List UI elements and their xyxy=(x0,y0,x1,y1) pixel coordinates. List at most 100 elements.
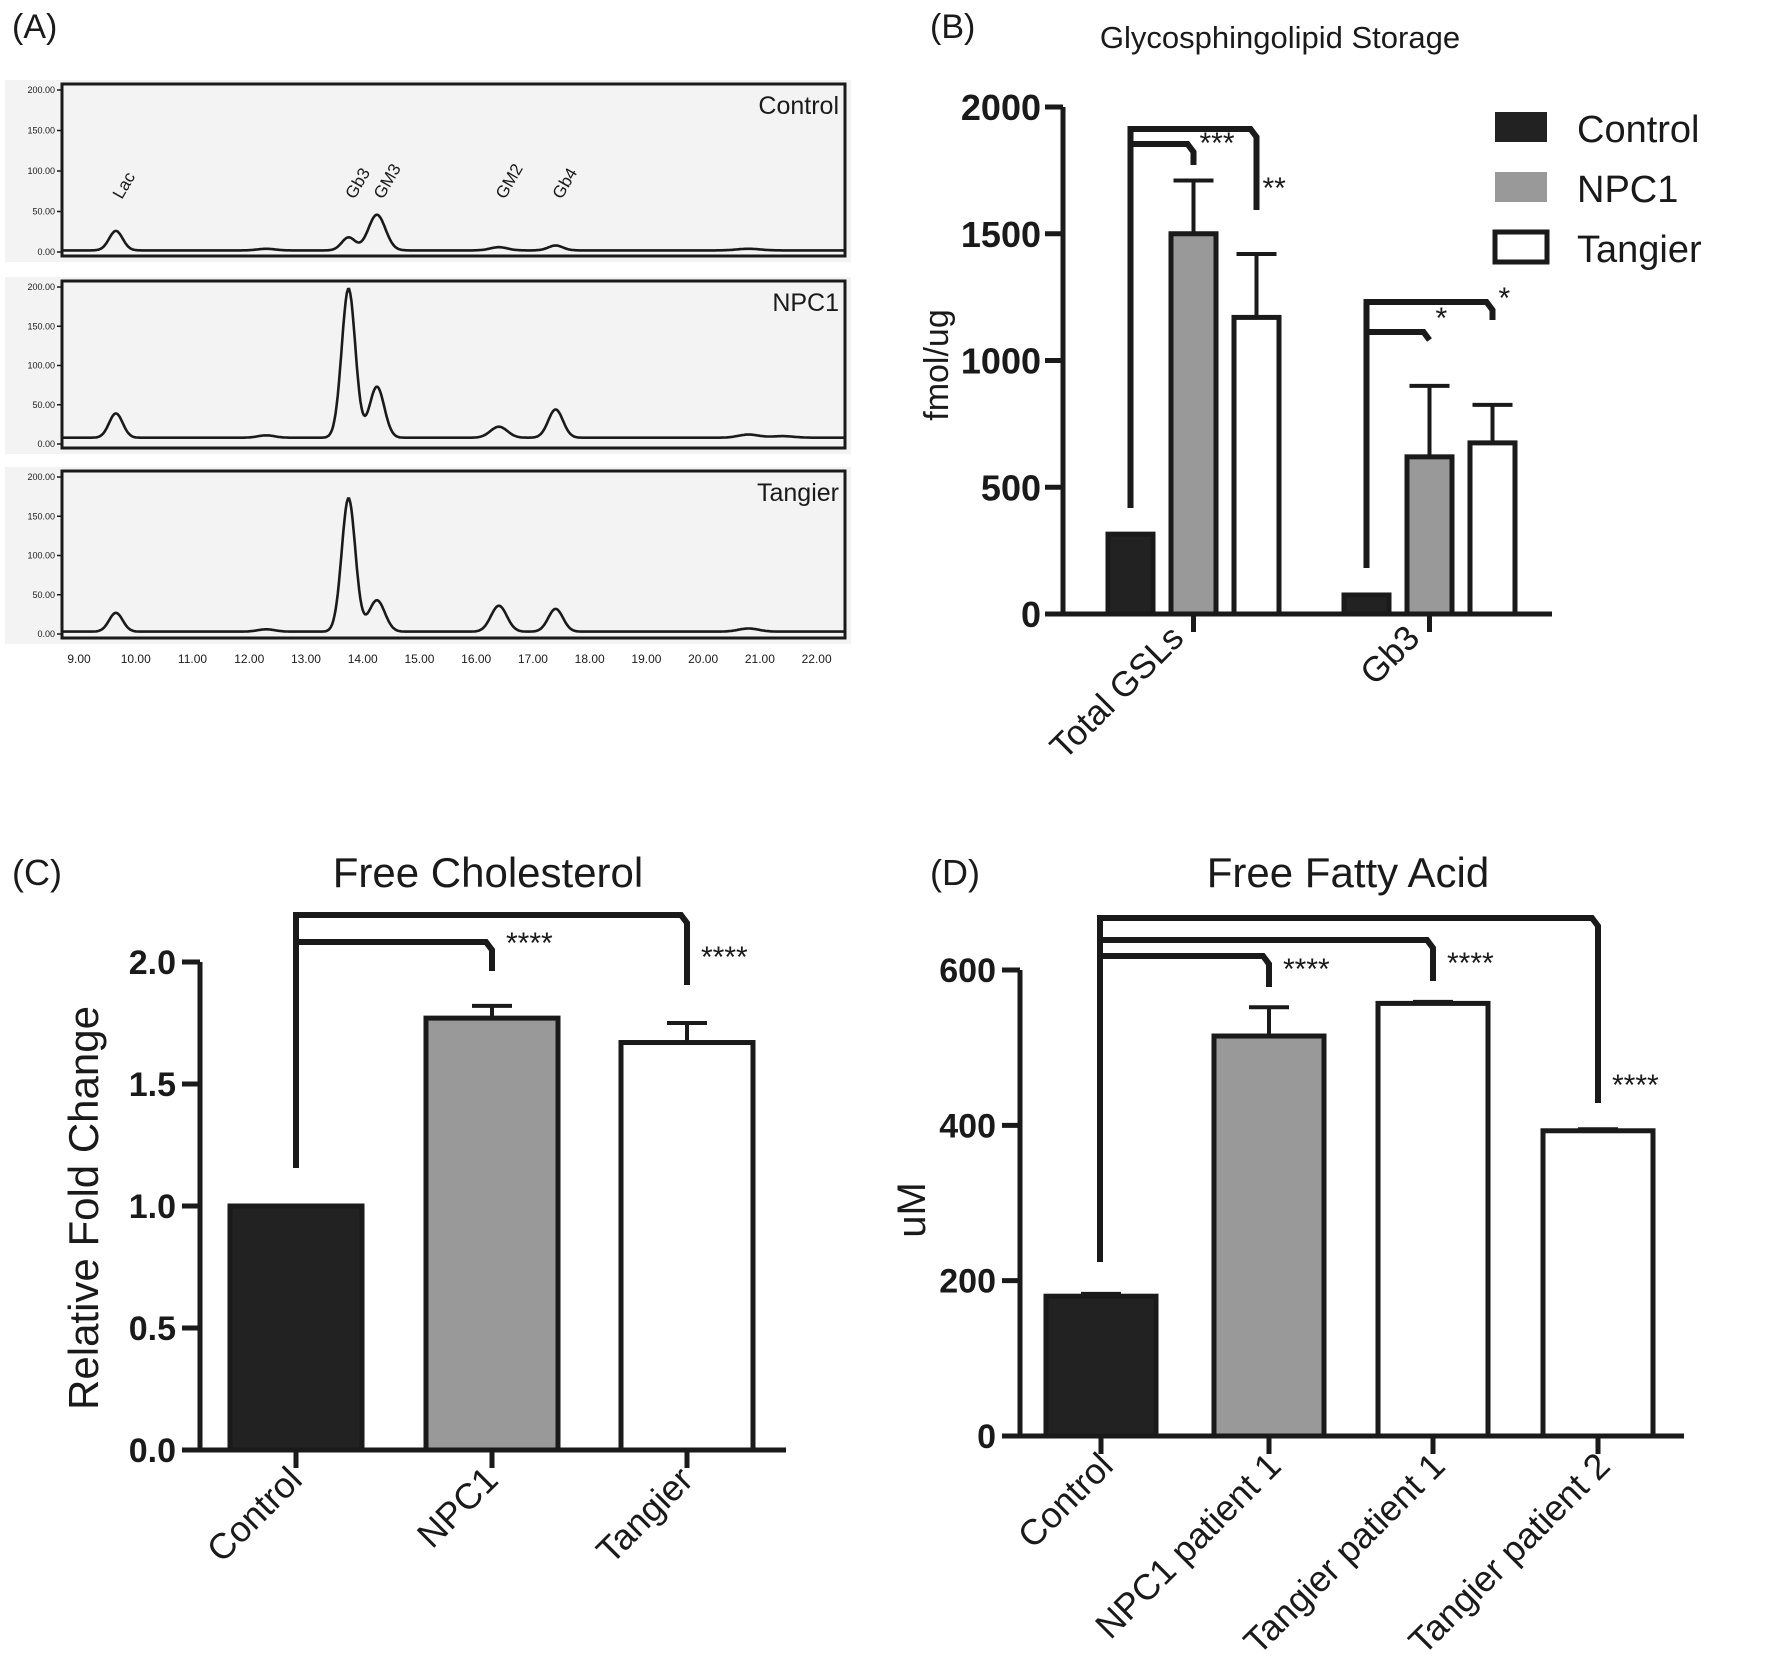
significance-label: * xyxy=(1499,282,1511,315)
y-tick-label bold-tick: 500 xyxy=(981,467,1041,508)
y-tick-label: 100.00 xyxy=(27,166,55,176)
y-tick-label: 0.0 xyxy=(129,1432,176,1470)
y-axis-label: Relative Fold Change xyxy=(60,1006,107,1410)
chromatogram-frame xyxy=(60,469,847,640)
x-tick-label: Control xyxy=(1010,1445,1121,1556)
legend-swatch xyxy=(1495,172,1547,202)
bar-npc1-patient-1 xyxy=(1211,1033,1327,1439)
x-tick-label: NPC1 xyxy=(409,1459,506,1556)
trace-name-label: Tangier xyxy=(757,479,839,507)
panel-a: (A)0.0050.00100.00150.00200.00ControlLac… xyxy=(5,8,851,666)
x-tick-label: 9.00 xyxy=(67,652,91,666)
y-tick-label: 50.00 xyxy=(32,590,55,600)
y-tick-label: 100.00 xyxy=(27,361,55,371)
y-axis-label: uM xyxy=(890,1182,934,1238)
significance-bracket xyxy=(293,912,690,1168)
y-tick-label bold-tick: 1000 xyxy=(961,341,1041,382)
x-tick-label: 20.00 xyxy=(688,652,718,666)
significance-label: **** xyxy=(506,927,553,960)
bar-npc1 xyxy=(1168,231,1219,617)
panel-b: (B) Glycosphingolipid Storage 0 500 1000 1500… xyxy=(918,8,1702,767)
x-tick-label: Tangier xyxy=(588,1459,700,1571)
bar-tangier xyxy=(1231,314,1282,617)
trace-name-label: Control xyxy=(758,92,839,120)
significance-label: **** xyxy=(1447,947,1494,980)
y-tick-label: 150.00 xyxy=(27,511,55,521)
chromatogram-trace xyxy=(62,497,845,633)
y-tick-label: 0.00 xyxy=(37,439,55,449)
bar-tangier xyxy=(1467,440,1518,617)
x-tick-label: Control xyxy=(199,1459,310,1570)
chromatogram-frame xyxy=(60,82,847,258)
bar-control xyxy=(1341,592,1392,617)
y-tick-label: 200 xyxy=(939,1263,996,1301)
bar-tangier xyxy=(618,1040,756,1453)
bar-npc1 xyxy=(1404,454,1455,617)
y-tick-label: 2.0 xyxy=(129,944,176,982)
y-tick-label: 200.00 xyxy=(27,85,55,95)
x-tick-label: Gb3 xyxy=(1353,618,1427,692)
x-tick-label: 11.00 xyxy=(178,652,207,666)
x-tick-label: 12.00 xyxy=(234,652,264,666)
chromatogram-trace xyxy=(62,213,845,252)
bar-tangier-patient-1 xyxy=(1375,1000,1491,1439)
chart-title: Free Cholesterol xyxy=(333,849,643,896)
panel-c-label: (C) xyxy=(12,852,62,893)
y-tick-label: 100.00 xyxy=(27,551,55,561)
bar-control xyxy=(1043,1293,1159,1439)
significance-label: * xyxy=(1436,302,1448,335)
legend-swatch xyxy=(1492,229,1550,265)
chromatogram-background xyxy=(5,467,851,644)
y-tick-label bold-tick: 2000 xyxy=(961,87,1041,128)
panel-a-label: (A) xyxy=(12,8,57,46)
x-tick-label: 22.00 xyxy=(802,652,832,666)
y-tick-label: 0.00 xyxy=(37,629,55,639)
x-tick-label: 21.00 xyxy=(745,652,775,666)
bar-control xyxy=(227,1203,365,1453)
x-tick-label: 16.00 xyxy=(461,652,491,666)
y-tick-label: 200.00 xyxy=(27,282,55,292)
chromatogram-background xyxy=(5,80,851,262)
y-tick-label: 1.5 xyxy=(129,1066,176,1104)
panel-c: (C) Free Cholesterol 0.0 0.5 1.0 1.5 2.0 Relati… xyxy=(12,849,786,1571)
legend-label: NPC1 xyxy=(1577,169,1678,211)
significance-label: *** xyxy=(1200,127,1235,160)
y-tick-label bold-tick: 1500 xyxy=(961,214,1041,255)
chromatogram-npc1: 0.00 50.00 100.00 150.00 200.00 NPC1 xyxy=(5,277,851,454)
significance-label: **** xyxy=(701,941,748,974)
x-tick-label: 10.00 xyxy=(121,652,151,666)
legend-label: Tangier xyxy=(1577,229,1702,271)
legend-label: Control xyxy=(1577,109,1700,151)
legend-swatch xyxy=(1495,112,1547,142)
bar-control xyxy=(1105,531,1156,617)
chromatogram-tangier: 0.00 50.00 100.00 150.00 200.00 Tangier xyxy=(5,467,851,644)
x-tick-label: 15.00 xyxy=(404,652,434,666)
y-axis-label: fmol/ug xyxy=(918,309,956,421)
x-tick-label: 14.00 xyxy=(348,652,378,666)
significance-bracket xyxy=(1097,915,1601,1262)
panel-d-label: (D) xyxy=(930,852,980,893)
y-tick-label: 400 xyxy=(939,1107,996,1145)
chart-title: Free Fatty Acid xyxy=(1207,849,1489,896)
x-tick-label: 13.00 xyxy=(291,652,321,666)
y-tick-label: 200.00 xyxy=(27,472,55,482)
significance-bracket xyxy=(1127,126,1260,508)
bar-npc1 xyxy=(423,1015,561,1453)
significance-bracket xyxy=(1363,299,1496,568)
y-tick-label bold-tick: 0 xyxy=(1021,594,1041,635)
panel-b-label: (B) xyxy=(930,8,975,46)
y-tick-label: 0.5 xyxy=(129,1310,176,1348)
x-tick-label: 17.00 xyxy=(518,652,548,666)
y-tick-label: 1.0 xyxy=(129,1188,176,1226)
panel-d: (D) Free Fatty Acid0200400600uMControlNPC… xyxy=(890,849,1684,1662)
chromatogram-background xyxy=(5,277,851,454)
y-tick-label: 50.00 xyxy=(32,400,55,410)
trace-name-label: NPC1 xyxy=(772,289,839,317)
x-tick-label: 19.00 xyxy=(631,652,661,666)
chart-title: Glycosphingolipid Storage xyxy=(1100,20,1460,55)
significance-label: ** xyxy=(1263,172,1287,205)
chromatogram-trace xyxy=(62,287,845,440)
y-tick-label: 0 xyxy=(977,1418,996,1456)
